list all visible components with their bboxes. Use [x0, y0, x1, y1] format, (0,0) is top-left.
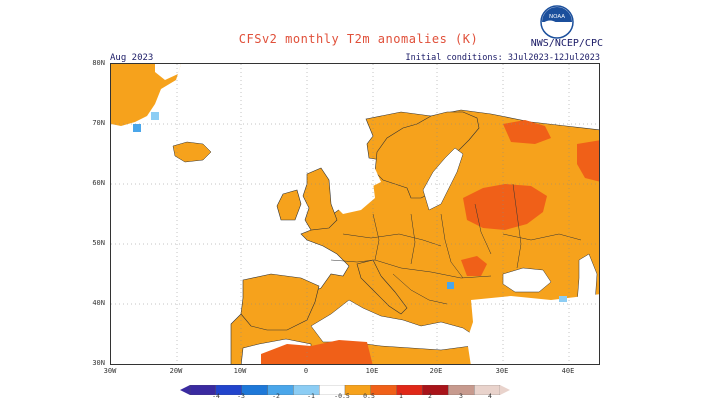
colorbar-max-arrow — [500, 385, 510, 395]
mediterranean — [310, 299, 476, 351]
lat-label-30n: 30N — [92, 359, 105, 367]
lon-label-10e: 10E — [365, 367, 379, 375]
warm-patch-africa — [261, 340, 373, 364]
initial-conditions: Initial conditions: 3Jul2023-12Jul2023 — [405, 53, 600, 63]
svg-text:NOAA: NOAA — [549, 14, 565, 20]
lon-label-20w: 20W — [169, 367, 183, 375]
cool-patch-2 — [559, 296, 567, 302]
warm-patch-baltic — [463, 184, 547, 230]
neutral-region-east — [467, 294, 599, 364]
neutral-region-north — [351, 164, 381, 190]
warm-patch-urals — [577, 140, 599, 182]
legend-label-minus4: -4 — [212, 392, 220, 400]
cool-patch-1 — [447, 282, 454, 289]
period-label: Aug 2023 — [110, 53, 154, 63]
legend-label-4: 4 — [488, 392, 492, 400]
lat-label-40n: 40N — [92, 299, 105, 307]
lat-label-60n: 60N — [92, 179, 105, 187]
italy — [356, 259, 408, 315]
greenland-cool-1 — [133, 124, 141, 132]
warm-patch-balkans — [461, 256, 487, 276]
agency-label: NWS/NCEP/CPC — [530, 38, 603, 49]
baltic-sea — [422, 147, 464, 211]
country-borders — [330, 183, 582, 305]
iceland — [172, 141, 212, 163]
lon-label-20e: 20E — [429, 367, 443, 375]
great-britain — [302, 167, 338, 231]
graticule — [111, 64, 599, 364]
greenland-ice — [155, 64, 181, 80]
colorbar-cell — [241, 385, 268, 395]
legend-label-minus2: -2 — [272, 392, 280, 400]
barents-sea — [479, 64, 599, 120]
map-title: CFSv2 monthly T2m anomalies (K) — [238, 32, 479, 46]
colorbar-cell — [422, 385, 449, 395]
greenland-land — [111, 64, 181, 126]
lat-label-80n: 80N — [92, 59, 105, 67]
greenland-cool-2 — [151, 112, 159, 120]
lon-label-40e: 40E — [561, 367, 575, 375]
legend-label-1: 1 — [399, 392, 403, 400]
colorbar — [180, 385, 510, 395]
anomaly-map — [110, 63, 600, 365]
legend-label-minus1: -1 — [307, 392, 315, 400]
legend-label-minus3: -3 — [237, 392, 245, 400]
lat-label-50n: 50N — [92, 239, 105, 247]
iberia — [240, 273, 320, 331]
lon-label-10w: 10W — [233, 367, 247, 375]
black-sea — [502, 267, 552, 293]
legend-label-0.5: 0.5 — [363, 392, 375, 400]
noaa-logo: NOAA — [540, 5, 574, 39]
legend-label-2: 2 — [428, 392, 432, 400]
warm-patch-kola — [503, 120, 551, 144]
map-canvas — [111, 64, 599, 364]
lon-label-0: 0 — [303, 367, 309, 375]
legend-label-3: 3 — [459, 392, 463, 400]
lat-label-70n: 70N — [92, 119, 105, 127]
lon-label-30w: 30W — [103, 367, 117, 375]
lon-label-30e: 30E — [495, 367, 509, 375]
colorbar-min-arrow — [180, 385, 190, 395]
ireland — [276, 189, 302, 221]
legend-label-minus0.5: -0.5 — [334, 392, 350, 400]
